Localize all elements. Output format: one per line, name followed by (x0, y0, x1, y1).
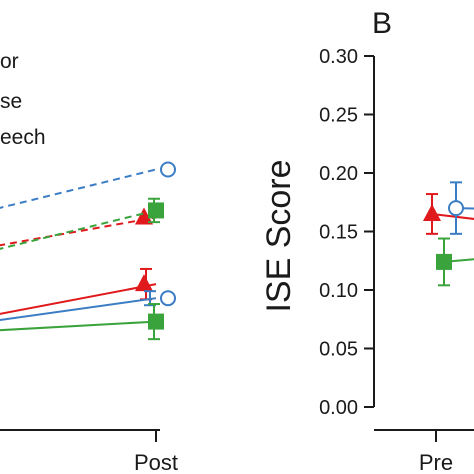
left-series-1-point-post (160, 161, 176, 178)
left-plot-marks (0, 161, 176, 341)
left-series-6-line (0, 320, 157, 332)
right-series-1-point-pre (423, 203, 441, 221)
left-series-6-point-post (148, 313, 164, 330)
right-x-tick-label-pre: Pre (419, 450, 453, 474)
legend-fragment-3: eech (0, 126, 46, 149)
left-panel: Post or se eech (0, 50, 178, 474)
right-series-1-line (431, 212, 474, 220)
right-series-2-line (455, 207, 474, 210)
left-series-4-line (0, 283, 157, 315)
right-series-2-point-pre (448, 200, 464, 217)
left-series-4-point-post (135, 274, 153, 292)
left-series-5-point-post (160, 290, 176, 307)
y-tick-label-3: 0.15 (319, 222, 358, 244)
left-series-1-line (0, 168, 157, 209)
y-axis-title: ISE Score (260, 159, 298, 312)
y-tick-label-0: 0.00 (319, 397, 358, 419)
right-y-ticks: 0.00 0.05 0.10 0.15 0.20 0.25 0.30 (319, 46, 374, 419)
panel-label-b: B (372, 7, 392, 40)
right-panel: B ISE Score Pre (260, 7, 474, 474)
y-tick-label-2: 0.10 (319, 280, 358, 302)
right-series-3-line (443, 258, 474, 263)
y-tick-label-1: 0.05 (319, 339, 358, 361)
right-plot-marks (423, 181, 474, 287)
y-tick-label-6: 0.30 (319, 46, 358, 68)
right-series-3-point-pre (436, 253, 452, 270)
left-series-5-line (0, 297, 157, 322)
y-tick-label-5: 0.25 (319, 105, 358, 127)
left-series-2-line (0, 216, 157, 247)
legend-fragment-1: or (0, 50, 19, 73)
y-tick-label-4: 0.20 (319, 163, 358, 185)
left-series-2-point-post (135, 207, 153, 225)
left-series-3-point-post (148, 202, 164, 219)
left-x-tick-label-post: Post (134, 450, 178, 474)
legend-fragment-2: se (0, 90, 22, 113)
